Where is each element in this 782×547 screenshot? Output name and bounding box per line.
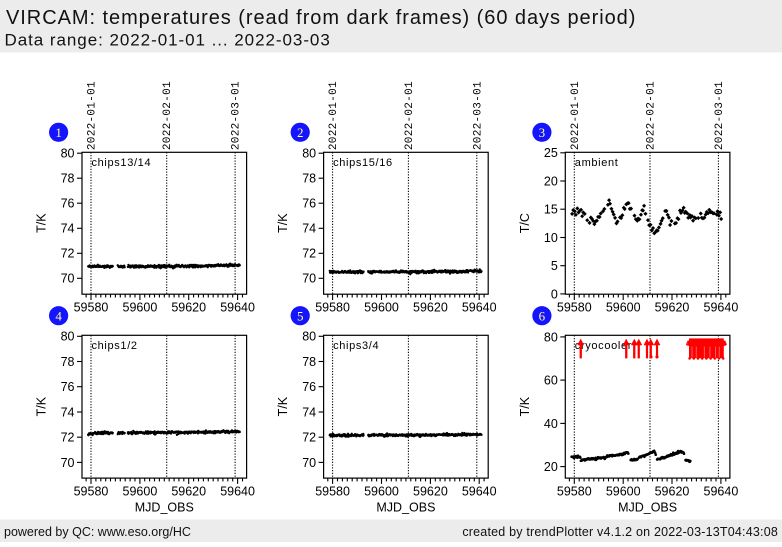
svg-text:ambient: ambient <box>575 157 619 169</box>
svg-text:10: 10 <box>544 231 558 245</box>
svg-text:2022-03-01: 2022-03-01 <box>714 81 726 150</box>
svg-text:59640: 59640 <box>704 301 739 315</box>
svg-text:70: 70 <box>302 456 316 470</box>
svg-text:74: 74 <box>302 222 316 236</box>
svg-text:78: 78 <box>61 355 75 369</box>
svg-text:chips1/2: chips1/2 <box>92 340 138 352</box>
svg-text:72: 72 <box>61 247 75 261</box>
svg-text:15: 15 <box>544 203 558 217</box>
svg-text:T/K: T/K <box>518 396 532 416</box>
svg-text:59640: 59640 <box>462 484 497 498</box>
svg-text:T/K: T/K <box>276 213 290 233</box>
svg-text:59580: 59580 <box>315 301 350 315</box>
svg-text:2022-01-01: 2022-01-01 <box>87 81 99 150</box>
svg-text:59640: 59640 <box>704 484 739 498</box>
svg-text:70: 70 <box>61 456 75 470</box>
svg-text:80: 80 <box>544 330 558 344</box>
svg-text:2022-03-01: 2022-03-01 <box>472 81 484 150</box>
svg-text:2022-02-01: 2022-02-01 <box>646 81 658 150</box>
svg-text:80: 80 <box>302 147 316 161</box>
svg-text:59620: 59620 <box>655 301 690 315</box>
svg-text:72: 72 <box>61 431 75 445</box>
svg-text:59600: 59600 <box>123 484 158 498</box>
svg-text:3: 3 <box>539 125 546 140</box>
svg-text:chips13/14: chips13/14 <box>92 157 152 169</box>
svg-text:80: 80 <box>61 147 75 161</box>
svg-text:2022-01-01: 2022-01-01 <box>328 81 340 150</box>
svg-text:2022-02-01: 2022-02-01 <box>162 81 174 150</box>
svg-text:78: 78 <box>302 355 316 369</box>
svg-text:72: 72 <box>302 247 316 261</box>
svg-text:59600: 59600 <box>606 301 641 315</box>
svg-text:2022-01-01: 2022-01-01 <box>570 81 582 150</box>
svg-text:59580: 59580 <box>74 484 109 498</box>
svg-text:MJD_OBS: MJD_OBS <box>618 500 677 514</box>
svg-text:T/K: T/K <box>35 213 49 233</box>
svg-text:MJD_OBS: MJD_OBS <box>135 500 194 514</box>
svg-text:76: 76 <box>302 197 316 211</box>
svg-text:70: 70 <box>61 272 75 286</box>
svg-text:60: 60 <box>544 374 558 388</box>
svg-text:2022-03-01: 2022-03-01 <box>231 81 243 150</box>
svg-text:2022-02-01: 2022-02-01 <box>404 81 416 150</box>
svg-text:80: 80 <box>61 330 75 344</box>
svg-text:VIRCAM: temperatures (read fro: VIRCAM: temperatures (read from dark fra… <box>6 7 636 29</box>
svg-text:76: 76 <box>61 197 75 211</box>
svg-text:59620: 59620 <box>413 301 448 315</box>
svg-text:59600: 59600 <box>606 484 641 498</box>
svg-text:20: 20 <box>544 460 558 474</box>
svg-text:74: 74 <box>302 405 316 419</box>
svg-text:T/K: T/K <box>276 396 290 416</box>
svg-text:created by trendPlotter v4.1.2: created by trendPlotter v4.1.2 on 2022-0… <box>462 525 778 539</box>
svg-text:T/C: T/C <box>518 213 532 233</box>
svg-text:59580: 59580 <box>557 301 592 315</box>
svg-text:59640: 59640 <box>220 484 255 498</box>
svg-text:cryocooler: cryocooler <box>575 340 632 352</box>
svg-text:80: 80 <box>302 330 316 344</box>
svg-text:70: 70 <box>302 272 316 286</box>
svg-text:2: 2 <box>297 125 304 140</box>
svg-text:76: 76 <box>61 380 75 394</box>
svg-text:powered by QC: www.eso.org/HC: powered by QC: www.eso.org/HC <box>4 525 191 539</box>
svg-text:59620: 59620 <box>655 484 690 498</box>
svg-text:5: 5 <box>297 308 304 323</box>
svg-text:74: 74 <box>61 405 75 419</box>
svg-text:59600: 59600 <box>364 301 399 315</box>
svg-text:59620: 59620 <box>413 484 448 498</box>
svg-text:74: 74 <box>61 222 75 236</box>
svg-text:59580: 59580 <box>315 484 350 498</box>
svg-text:78: 78 <box>302 172 316 186</box>
svg-text:5: 5 <box>551 259 558 273</box>
svg-text:72: 72 <box>302 431 316 445</box>
svg-text:Data range: 2022-01-01 ... 202: Data range: 2022-01-01 ... 2022-03-03 <box>5 30 331 49</box>
svg-text:76: 76 <box>302 380 316 394</box>
svg-text:78: 78 <box>61 172 75 186</box>
svg-text:59600: 59600 <box>364 484 399 498</box>
svg-text:59620: 59620 <box>171 301 206 315</box>
svg-text:20: 20 <box>544 174 558 188</box>
svg-text:4: 4 <box>55 308 62 323</box>
svg-text:MJD_OBS: MJD_OBS <box>376 500 435 514</box>
svg-text:0: 0 <box>551 287 558 301</box>
svg-text:40: 40 <box>544 417 558 431</box>
svg-text:59620: 59620 <box>171 484 206 498</box>
svg-text:6: 6 <box>539 308 546 323</box>
svg-text:59640: 59640 <box>462 301 497 315</box>
svg-text:chips15/16: chips15/16 <box>333 157 393 169</box>
svg-text:59640: 59640 <box>220 301 255 315</box>
svg-text:59580: 59580 <box>557 484 592 498</box>
svg-text:chips3/4: chips3/4 <box>333 340 379 352</box>
svg-text:1: 1 <box>55 125 62 140</box>
svg-text:59600: 59600 <box>123 301 158 315</box>
svg-text:25: 25 <box>544 146 558 160</box>
svg-text:T/K: T/K <box>35 396 49 416</box>
svg-text:59580: 59580 <box>74 301 109 315</box>
